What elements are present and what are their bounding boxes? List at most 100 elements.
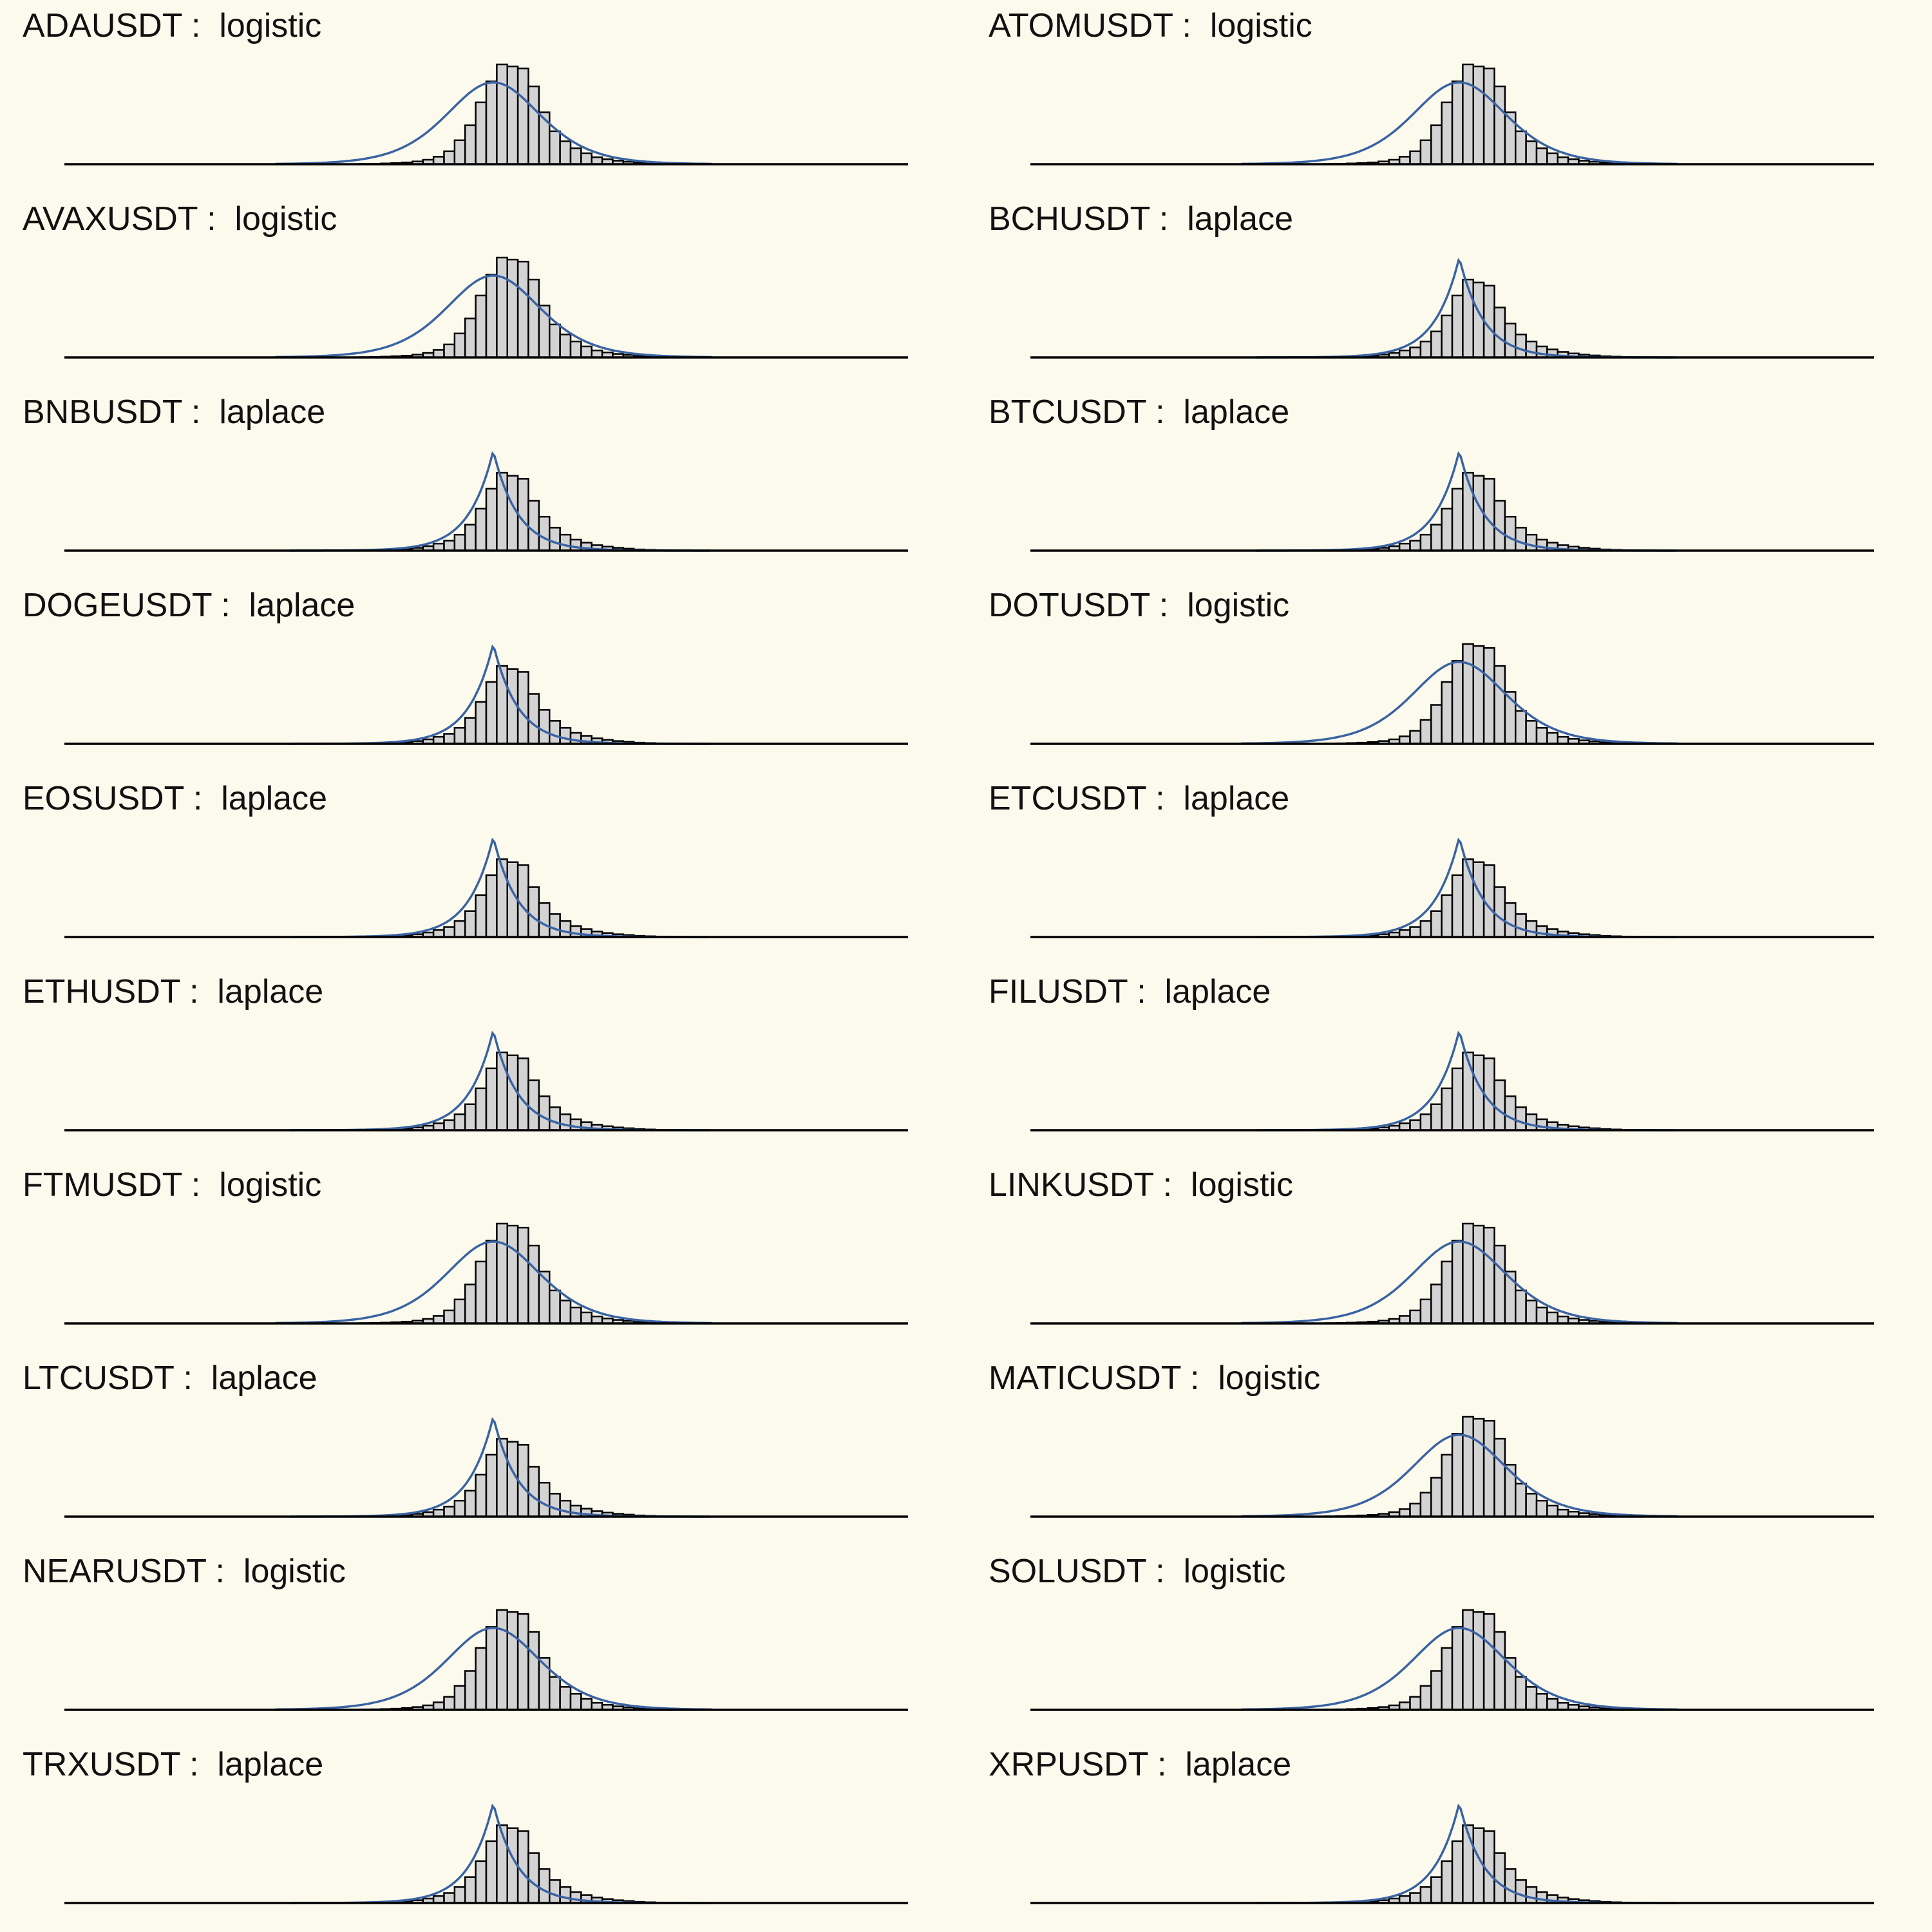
histogram-bar xyxy=(1525,340,1538,359)
histogram-bar xyxy=(527,693,540,745)
histogram-bar xyxy=(475,1473,488,1518)
histogram-bar xyxy=(527,500,540,552)
histogram-bar xyxy=(1441,101,1454,166)
histogram-bar xyxy=(1525,1113,1538,1132)
histogram-bar xyxy=(569,538,582,552)
histogram-bar xyxy=(1535,1692,1548,1711)
histogram-bar xyxy=(1430,910,1443,938)
title-separator: : xyxy=(1146,1553,1184,1590)
panel-distribution: laplace xyxy=(1183,780,1290,817)
panel-distribution: logistic xyxy=(1218,1359,1321,1397)
histogram-bar xyxy=(1493,500,1506,552)
histogram-bar xyxy=(1472,645,1485,745)
histogram-bar xyxy=(443,926,456,938)
histogram-bar xyxy=(1515,1289,1527,1325)
histogram-bar xyxy=(527,278,540,359)
histogram-bar xyxy=(1419,1685,1432,1711)
histogram-bar xyxy=(464,717,477,745)
histogram-bar xyxy=(559,533,572,552)
histogram-bar xyxy=(475,507,488,552)
fitted-curve-logistic xyxy=(275,274,712,359)
panel-symbol: ATOMUSDT xyxy=(989,7,1173,44)
histogram-bar xyxy=(1535,726,1548,745)
histogram-bar xyxy=(1504,516,1517,552)
title-separator: : xyxy=(1180,1359,1218,1397)
histogram-plot xyxy=(1030,258,1874,359)
histogram-bar xyxy=(516,1226,529,1325)
panel-symbol: FILUSDT xyxy=(989,973,1128,1010)
histogram-bar xyxy=(1409,346,1422,359)
histogram-bar xyxy=(464,124,477,166)
histogram-bar xyxy=(1493,1437,1506,1518)
panel-title: ADAUSDT : logistic xyxy=(23,6,321,45)
histogram-bar xyxy=(1409,540,1422,552)
panel-symbol: DOGEUSDT xyxy=(23,587,212,624)
fitted-curve-logistic xyxy=(1241,1434,1678,1518)
histogram-bar xyxy=(464,1670,477,1711)
histogram-bar xyxy=(1535,1118,1548,1132)
histogram-bar xyxy=(549,1289,561,1325)
histogram-bar xyxy=(569,1504,582,1518)
panel-distribution: logistic xyxy=(243,1553,346,1590)
panel-distribution: laplace xyxy=(211,1359,317,1397)
histogram-bar xyxy=(1430,124,1443,166)
histogram-bar xyxy=(1504,1095,1517,1132)
histogram-bar xyxy=(1419,1113,1432,1132)
histogram-bar xyxy=(496,665,509,745)
panel-distribution: laplace xyxy=(1183,393,1290,431)
histogram-plot xyxy=(1030,1609,1874,1711)
histogram-bar xyxy=(1451,1067,1464,1132)
panel-symbol: XRPUSDT xyxy=(989,1746,1148,1783)
histogram-bar xyxy=(1535,925,1548,938)
panel-symbol: ETHUSDT xyxy=(23,973,180,1010)
histogram-plot xyxy=(1030,1030,1874,1132)
histogram-bar xyxy=(538,1868,551,1904)
histogram-bar xyxy=(1419,139,1432,166)
histogram-bar xyxy=(506,1224,519,1325)
histogram-bar xyxy=(527,1466,540,1518)
panel-solusdt: SOLUSDT : logistic xyxy=(966,1546,1932,1739)
histogram-bar xyxy=(1430,1103,1443,1132)
histogram-plot xyxy=(1030,451,1874,552)
histogram-bar xyxy=(485,681,498,745)
histogram-bar xyxy=(1441,1647,1454,1711)
histogram-bar xyxy=(1472,65,1485,166)
panel-title: ATOMUSDT : logistic xyxy=(989,6,1312,45)
panel-ltcusdt: LTCUSDT : laplace xyxy=(0,1352,966,1546)
histogram-bar xyxy=(1482,1226,1495,1325)
histogram-bar xyxy=(1546,152,1559,166)
panel-distribution: laplace xyxy=(219,393,326,431)
histogram-bar xyxy=(580,1698,593,1711)
histogram-bar xyxy=(443,1696,456,1711)
histogram-bar xyxy=(538,1095,551,1132)
histogram-bar xyxy=(496,1824,509,1904)
panel-title: LTCUSDT : laplace xyxy=(23,1359,317,1397)
histogram-bar xyxy=(1535,345,1548,359)
histogram-bar xyxy=(1441,314,1454,359)
histogram-plot xyxy=(1030,837,1874,938)
histogram-bar xyxy=(1535,538,1548,552)
histogram-bar xyxy=(569,147,582,166)
histogram-bar xyxy=(1419,719,1432,745)
panel-symbol: BCHUSDT xyxy=(989,200,1150,238)
histogram-bar xyxy=(1451,1240,1464,1325)
panel-title: FILUSDT : laplace xyxy=(989,972,1271,1011)
histogram-bar xyxy=(496,1222,509,1325)
histogram-bar xyxy=(1504,323,1517,359)
histogram-plot xyxy=(64,256,908,359)
title-separator: : xyxy=(180,1746,218,1783)
histogram-bar xyxy=(549,1676,561,1711)
title-separator: : xyxy=(180,973,218,1010)
histogram-bar xyxy=(580,1311,593,1325)
panel-title: BNBUSDT : laplace xyxy=(23,393,325,431)
panel-atomusdt: ATOMUSDT : logistic xyxy=(966,0,1932,193)
panel-maticusdt: MATICUSDT : logistic xyxy=(966,1352,1932,1546)
histogram-bar xyxy=(1493,85,1506,166)
histogram-bar xyxy=(485,1240,498,1325)
histogram-bar xyxy=(1462,471,1475,552)
histogram-bar xyxy=(1493,1244,1506,1325)
histogram-bar xyxy=(1451,488,1464,552)
panel-symbol: TRXUSDT xyxy=(23,1746,180,1783)
panel-adausdt: ADAUSDT : logistic xyxy=(0,0,966,193)
panel-symbol: FTMUSDT xyxy=(23,1166,182,1204)
